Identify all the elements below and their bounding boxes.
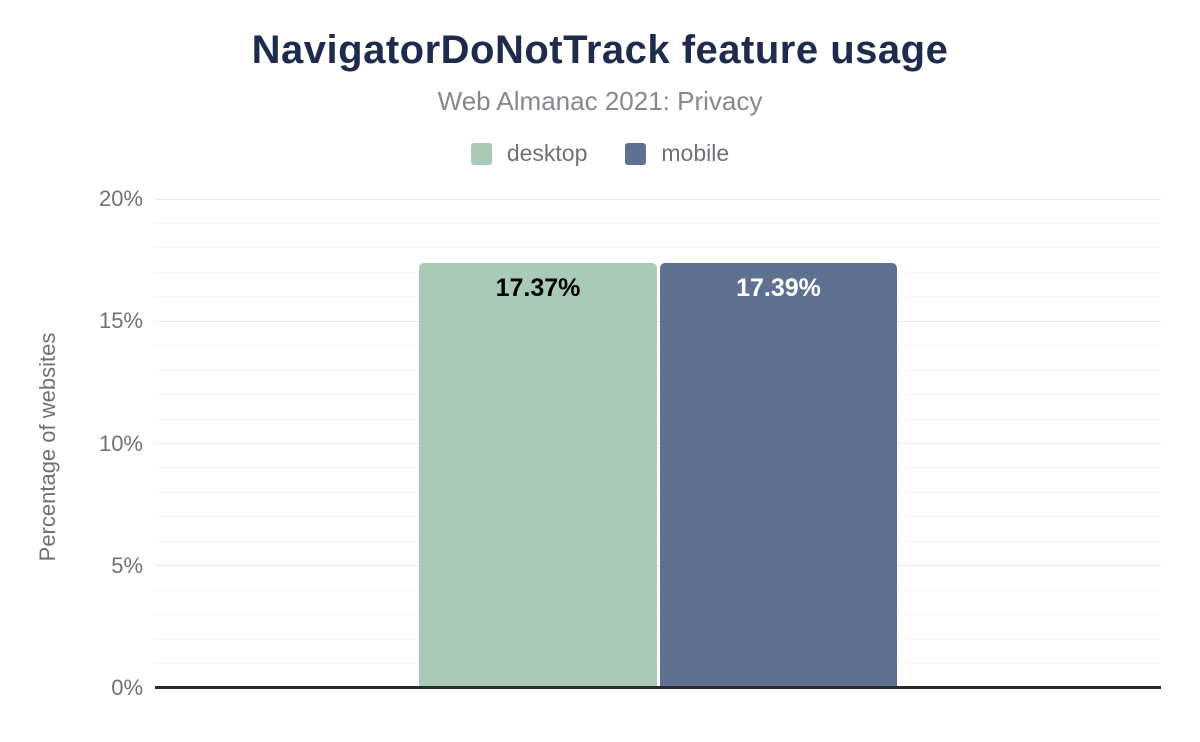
y-axis-ticks: 0% 5% 10% 15% 20%	[0, 188, 143, 699]
bar-desktop-value-label: 17.37%	[495, 274, 581, 303]
gridline-2pct	[155, 638, 1161, 640]
gridline-16pct	[155, 296, 1161, 298]
gridline-5pct	[155, 565, 1161, 567]
mobile-swatch-icon	[625, 142, 647, 165]
desktop-swatch-icon	[470, 142, 492, 165]
gridline-11pct	[155, 418, 1161, 420]
y-tick-label-0pct: 0%	[111, 675, 143, 700]
gridline-3pct	[155, 614, 1161, 616]
legend-item-mobile[interactable]: mobile	[625, 140, 729, 167]
gridline-10pct	[155, 443, 1161, 444]
x-axis-line	[155, 686, 1161, 689]
bar-desktop[interactable]: 17.37%	[419, 263, 657, 688]
legend: desktop mobile	[0, 140, 1200, 167]
gridline-6pct	[155, 540, 1161, 542]
gridline-17pct	[155, 271, 1161, 273]
legend-item-desktop[interactable]: desktop	[470, 140, 588, 167]
gridline-19pct	[155, 222, 1161, 224]
legend-label-mobile: mobile	[661, 140, 730, 166]
gridline-14pct	[155, 345, 1161, 347]
y-tick-label-10pct: 10%	[98, 430, 143, 456]
chart-title: NavigatorDoNotTrack feature usage	[251, 28, 949, 72]
y-tick-label-5pct: 5%	[111, 552, 143, 578]
legend-label-desktop: desktop	[506, 140, 588, 166]
chart-subtitle: Web Almanac 2021: Privacy	[437, 86, 763, 116]
gridline-12pct	[155, 394, 1161, 396]
grid-layer	[155, 198, 1161, 688]
gridline-1pct	[155, 663, 1161, 665]
plot-area: 17.37% 17.39%	[155, 198, 1161, 689]
y-tick-label-20pct: 20%	[98, 186, 143, 211]
gridline-13pct	[155, 369, 1161, 371]
gridline-20pct	[155, 198, 1161, 200]
gridline-18pct	[155, 247, 1161, 249]
gridline-9pct	[155, 467, 1161, 469]
gridline-4pct	[155, 589, 1161, 591]
gridline-8pct	[155, 491, 1161, 493]
gridline-7pct	[155, 516, 1161, 518]
bar-mobile-value-label: 17.39%	[736, 273, 821, 302]
y-tick-label-15pct: 15%	[98, 308, 143, 334]
bar-mobile[interactable]: 17.39%	[660, 262, 897, 688]
gridline-15pct	[155, 320, 1161, 322]
